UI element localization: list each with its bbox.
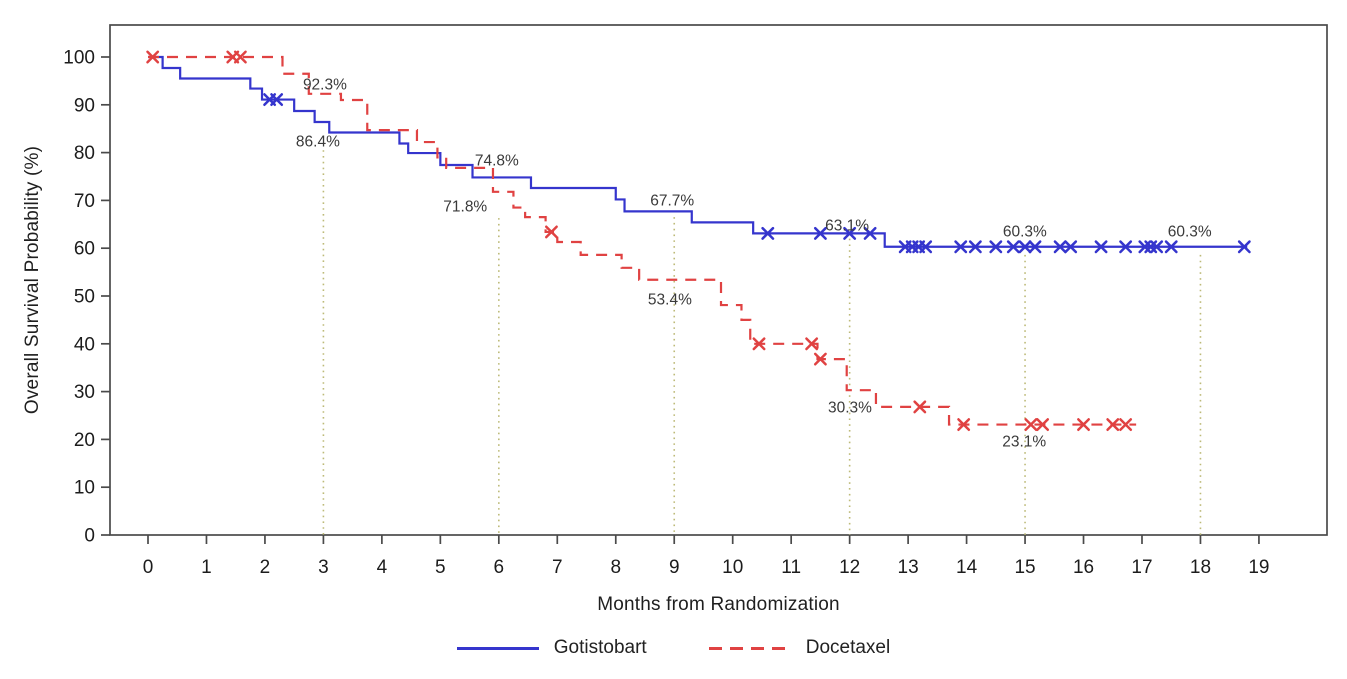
censor-mark xyxy=(1077,418,1090,432)
x-tick-label: 18 xyxy=(1190,557,1211,578)
legend-label-docetaxel: Docetaxel xyxy=(805,637,891,658)
x-tick-label: 11 xyxy=(781,557,801,578)
x-tick-label: 2 xyxy=(260,557,271,578)
censor-mark xyxy=(1150,240,1164,254)
y-tick-label: 60 xyxy=(74,239,95,260)
y-tick-label: 50 xyxy=(74,287,95,308)
survival-rate-annotation: 71.8% xyxy=(443,199,487,216)
x-tick-label: 7 xyxy=(552,557,563,578)
survival-rate-annotation: 60.3% xyxy=(1003,223,1047,240)
x-tick-label: 8 xyxy=(610,557,621,578)
legend-item-docetaxel: Docetaxel xyxy=(708,637,891,659)
survival-curve-gotistobart xyxy=(148,55,1248,248)
censor-mark xyxy=(813,352,827,366)
censor-mark xyxy=(954,240,968,254)
censor-mark xyxy=(989,240,1003,254)
survival-rate-annotation: 23.1% xyxy=(1002,433,1046,450)
x-tick-label: 16 xyxy=(1073,557,1094,578)
x-tick-label: 19 xyxy=(1248,557,1269,578)
censor-mark xyxy=(1119,240,1133,254)
survival-rate-annotation: 53.4% xyxy=(648,291,692,308)
y-tick-label: 70 xyxy=(74,191,95,212)
y-tick-label: 10 xyxy=(74,478,95,499)
censor-mark xyxy=(146,50,160,64)
censor-mark xyxy=(544,225,558,239)
docetaxel-line-swatch xyxy=(708,646,791,650)
survival-rate-annotation: 86.4% xyxy=(296,134,340,151)
censor-mark xyxy=(1119,418,1133,432)
gotistobart-line-swatch xyxy=(456,646,539,650)
x-tick-label: 13 xyxy=(898,557,919,578)
x-tick-label: 14 xyxy=(956,557,978,578)
x-tick-label: 3 xyxy=(318,557,329,578)
survival-rate-annotation: 30.3% xyxy=(828,399,872,416)
x-tick-label: 12 xyxy=(839,557,860,578)
survival-rate-annotation: 74.8% xyxy=(475,152,519,169)
survival-rate-annotation: 92.3% xyxy=(303,77,347,94)
y-tick-label: 30 xyxy=(74,382,95,403)
y-tick-label: 0 xyxy=(84,526,95,547)
survival-rate-annotation: 63.1% xyxy=(825,217,869,234)
plot-frame xyxy=(109,24,1328,536)
censor-mark xyxy=(1018,240,1032,254)
censor-mark xyxy=(968,240,982,254)
x-tick-label: 6 xyxy=(494,557,505,578)
censor-mark xyxy=(1036,418,1050,432)
censor-mark xyxy=(1053,240,1067,254)
y-tick-label: 80 xyxy=(74,143,95,164)
x-tick-label: 4 xyxy=(377,557,388,578)
censor-mark xyxy=(1024,418,1038,432)
x-tick-label: 1 xyxy=(201,557,212,578)
censor-mark xyxy=(761,226,775,240)
y-tick-label: 100 xyxy=(63,48,95,69)
survival-curve-docetaxel xyxy=(148,55,1137,426)
survival-rate-annotation: 67.7% xyxy=(650,192,694,209)
censor-mark xyxy=(752,337,766,351)
censor-mark xyxy=(1028,240,1042,254)
legend-label-gotistobart: Gotistobart xyxy=(553,637,647,658)
censor-mark xyxy=(1094,240,1108,254)
x-axis-title: Months from Randomization xyxy=(597,594,840,615)
censor-mark xyxy=(233,50,247,64)
y-tick-label: 20 xyxy=(74,430,95,451)
legend: Gotistobart Docetaxel xyxy=(0,637,1347,659)
x-tick-label: 15 xyxy=(1014,557,1035,578)
censor-mark xyxy=(843,226,857,240)
y-axis-title: Overall Survival Probability (%) xyxy=(22,145,43,415)
x-tick-label: 17 xyxy=(1131,557,1152,578)
x-tick-label: 9 xyxy=(669,557,680,578)
legend-item-gotistobart: Gotistobart xyxy=(456,637,647,659)
x-tick-label: 0 xyxy=(143,557,154,578)
censor-mark xyxy=(1106,418,1120,432)
censor-mark xyxy=(919,240,933,254)
censor-mark xyxy=(863,226,877,240)
censor-mark xyxy=(1006,240,1020,254)
censor-mark xyxy=(1064,240,1078,254)
y-tick-label: 40 xyxy=(74,334,95,355)
y-tick-label: 90 xyxy=(74,95,95,116)
censor-mark xyxy=(813,226,827,240)
x-tick-label: 5 xyxy=(435,557,446,578)
censor-mark xyxy=(1164,240,1178,254)
survival-rate-annotation: 60.3% xyxy=(1168,223,1212,240)
x-tick-label: 10 xyxy=(722,557,743,578)
censor-mark xyxy=(1237,240,1251,254)
censor-mark xyxy=(957,418,971,432)
censor-mark xyxy=(270,93,284,106)
censor-mark xyxy=(913,400,927,414)
censor-mark xyxy=(805,337,819,351)
